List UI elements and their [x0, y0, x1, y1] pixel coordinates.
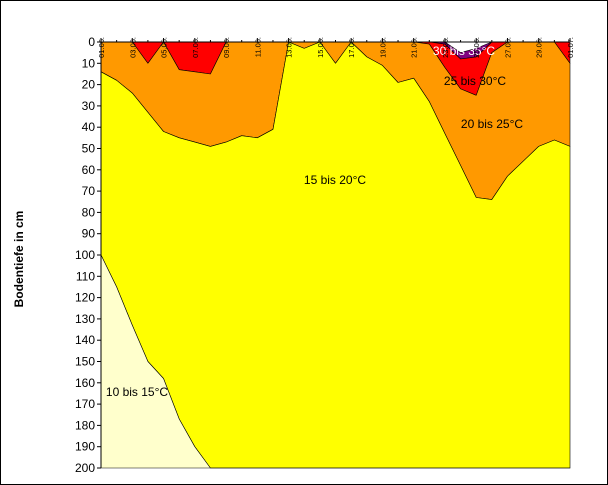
- y-tick-label: 10: [82, 56, 96, 70]
- x-tick-label: 05.06.: [160, 37, 169, 58]
- x-tick-label: 29.06.: [535, 37, 544, 58]
- band-label-5: 10 bis 15°C: [106, 385, 169, 399]
- x-tick-label: 17.06.: [347, 37, 356, 58]
- y-tick-label: 140: [75, 333, 95, 347]
- y-tick-label: 100: [75, 248, 95, 262]
- y-tick-label: 180: [75, 418, 95, 432]
- x-tick-label: 25.06.: [472, 37, 481, 58]
- band-labels: 30 bis 35°C 25 bis 30°C 20 bis 25°C 15 bis …: [106, 44, 524, 399]
- y-tick-label: 70: [82, 184, 96, 198]
- y-tick-label: 50: [82, 142, 96, 156]
- x-tick-label: 03.06.: [128, 37, 137, 58]
- x-tick-label: 15.06.: [316, 37, 325, 58]
- y-tick-label: 150: [75, 355, 95, 369]
- x-tick-label: 13.06.: [285, 37, 294, 58]
- y-tick-label: 160: [75, 376, 95, 390]
- y-axis: 0 10 20 30 40 50 60 70 80 90 100 110 120 130 140 150 160…: [75, 35, 102, 475]
- x-tick-label: 11.06.: [253, 37, 262, 57]
- y-tick-label: 30: [82, 99, 96, 113]
- y-tick-label: 20: [82, 78, 96, 92]
- y-tick-label: 120: [75, 291, 95, 305]
- x-tick-label: 21.06.: [410, 37, 419, 58]
- y-tick-label: 40: [82, 120, 96, 134]
- band-area-5: [100, 254, 571, 469]
- y-tick-label: 200: [75, 461, 95, 475]
- x-tick-label: 09.06.: [222, 37, 231, 58]
- x-tick-label: 07.06.: [191, 37, 200, 58]
- y-tick-label: 80: [82, 205, 96, 219]
- y-tick-label: 110: [76, 269, 95, 283]
- x-axis: 01.06. 03.06. 05.06. 07.06. 09.06. 11.06. 13.0…: [97, 37, 575, 58]
- y-tick-label: 0: [88, 35, 95, 49]
- y-axis-title: Bodentiefe in cm: [12, 211, 26, 308]
- y-tick-label: 170: [75, 397, 95, 411]
- x-tick-label: 23.06.: [441, 37, 450, 58]
- temperature-bands: [100, 41, 571, 469]
- y-tick-label: 90: [82, 227, 96, 241]
- band-label-3: 20 bis 25°C: [461, 117, 524, 131]
- y-tick-label: 190: [75, 440, 95, 454]
- band-label-2: 25 bis 30°C: [444, 74, 507, 88]
- y-tick-label: 60: [82, 163, 96, 177]
- x-tick-label: 01.07.: [566, 37, 575, 58]
- band-label-1: 30 bis 35°C: [433, 44, 496, 58]
- x-tick-label: 19.06.: [378, 37, 387, 58]
- band-label-4: 15 bis 20°C: [304, 173, 367, 187]
- y-tick-label: 130: [75, 312, 95, 326]
- x-tick-label: 27.06.: [504, 37, 513, 58]
- x-tick-label: 01.06.: [97, 37, 106, 58]
